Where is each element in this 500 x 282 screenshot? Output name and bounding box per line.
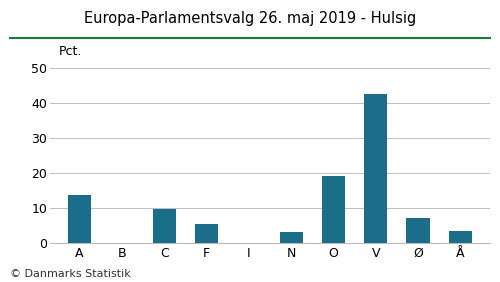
Text: © Danmarks Statistik: © Danmarks Statistik — [10, 269, 131, 279]
Bar — [364, 94, 388, 243]
Text: Pct.: Pct. — [58, 45, 82, 58]
Bar — [152, 210, 176, 243]
Bar — [322, 176, 345, 243]
Bar — [68, 195, 91, 243]
Bar — [280, 232, 303, 243]
Bar — [406, 218, 430, 243]
Text: Europa-Parlamentsvalg 26. maj 2019 - Hulsig: Europa-Parlamentsvalg 26. maj 2019 - Hul… — [84, 11, 416, 26]
Bar — [449, 231, 472, 243]
Bar — [195, 224, 218, 243]
